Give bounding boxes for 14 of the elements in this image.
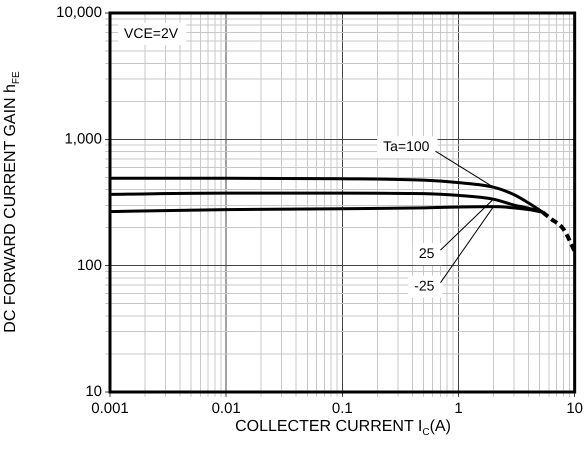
y-tick-label: 10,000 <box>56 4 102 22</box>
x-tick-label: 0.001 <box>91 400 129 418</box>
text: -25 <box>414 278 435 294</box>
x-tick-label: 0.01 <box>212 400 241 418</box>
x-tick-label: 1 <box>454 400 463 418</box>
x-tick-label: 10 <box>566 400 583 418</box>
series-label: Ta=100 <box>383 138 430 154</box>
y-tick-label: 100 <box>76 256 102 274</box>
text: 25 <box>418 245 435 262</box>
annotation: VCE=2V <box>124 24 179 41</box>
x-tick-label: 0.1 <box>332 400 353 418</box>
y-tick-label: 10 <box>85 383 102 400</box>
y-tick-label: 1,000 <box>64 130 102 148</box>
x-axis-title: COLLECTER CURRENT I$_{C}$(A) <box>234 418 452 438</box>
